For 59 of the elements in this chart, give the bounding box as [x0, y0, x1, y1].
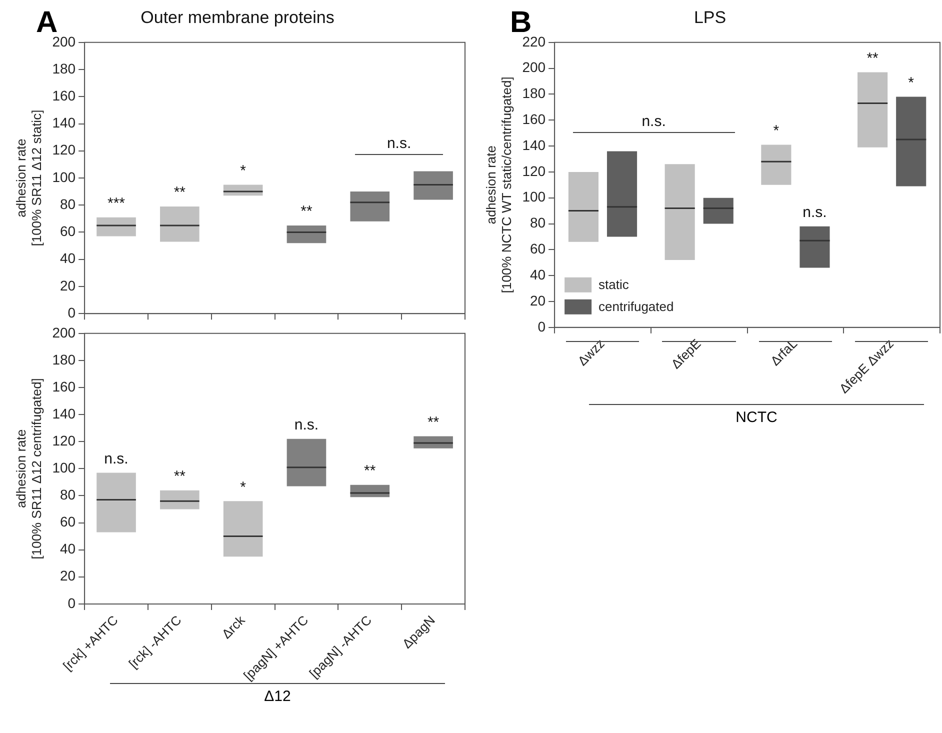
annotation: * — [908, 74, 914, 92]
legend-label: static — [598, 276, 630, 292]
chart-title: Outer membrane proteins — [140, 8, 334, 27]
y-tick-label: 200 — [52, 324, 76, 340]
y-tick-label: 100 — [52, 460, 76, 476]
y-tick-label: 40 — [530, 266, 546, 282]
annotation: * — [240, 478, 246, 496]
annotation: n.s. — [386, 134, 412, 152]
annotation: n.s. — [294, 416, 319, 434]
annotation: n.s. — [802, 204, 827, 221]
annotation: *** — [108, 194, 126, 212]
y-tick-label: 20 — [530, 292, 546, 308]
y-tick-label: 180 — [522, 85, 546, 102]
y-tick-label: 140 — [52, 114, 76, 131]
y-tick-label: 20 — [60, 277, 76, 294]
y-tick-label: 0 — [538, 318, 546, 334]
y-tick-label: 60 — [530, 240, 546, 257]
y-tick-label: 40 — [60, 250, 76, 266]
annotation: n.s. — [104, 450, 128, 468]
annotation: ** — [866, 50, 879, 67]
y-tick-label: 40 — [60, 540, 76, 557]
annotation: * — [240, 162, 246, 180]
text: Δ12 — [263, 688, 292, 705]
y-tick-label: 160 — [52, 88, 76, 104]
y-axis-title: adhesion rate [100% NCTC WT static/centrifugated] — [483, 76, 514, 294]
y-tick-label: 200 — [522, 59, 546, 76]
y-tick-label: 120 — [52, 142, 76, 158]
y-tick-label: 20 — [60, 568, 76, 584]
y-tick-label: 80 — [60, 486, 76, 503]
y-tick-label: 120 — [52, 432, 76, 448]
y-tick-label: 140 — [52, 405, 76, 422]
y-tick-label: 180 — [52, 351, 76, 368]
y-axis-title: adhesion rate [100% SR11 Δ12 centrifugated] — [13, 378, 44, 560]
y-tick-label: 80 — [60, 196, 76, 212]
text: NCTC — [734, 409, 778, 426]
annotation: n.s. — [642, 112, 666, 130]
y-tick-label: 120 — [522, 162, 546, 179]
annotation: ** — [427, 414, 440, 431]
annotation: * — [773, 122, 780, 140]
chart-title: LPS — [694, 8, 726, 27]
legend-label: centrifugated — [598, 298, 674, 314]
y-tick-label: 160 — [52, 378, 76, 394]
y-tick-label: 0 — [68, 304, 76, 320]
y-tick-label: 80 — [530, 214, 546, 231]
y-tick-label: 180 — [52, 60, 76, 76]
y-tick-label: 60 — [60, 223, 76, 240]
y-tick-label: 160 — [522, 110, 546, 127]
annotation: ** — [364, 462, 376, 480]
annotation: ** — [174, 184, 186, 202]
y-axis-title: adhesion rate [100% SR11 Δ12 static] — [13, 110, 44, 246]
y-tick-label: 0 — [68, 594, 76, 611]
y-tick-label: 100 — [52, 168, 76, 185]
y-tick-label: 60 — [60, 514, 76, 530]
y-tick-label: 100 — [522, 188, 546, 205]
annotation: ** — [174, 468, 186, 485]
y-tick-label: 220 — [522, 33, 546, 50]
y-tick-label: 140 — [522, 136, 546, 153]
annotation: ** — [300, 203, 312, 220]
y-tick-label: 200 — [52, 33, 76, 50]
